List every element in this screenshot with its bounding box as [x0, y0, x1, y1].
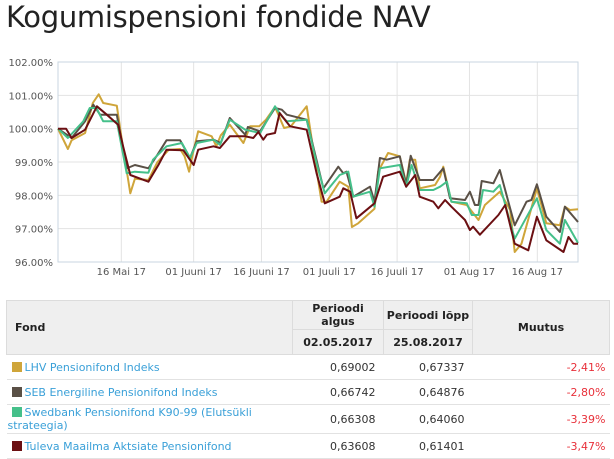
plot-border: [57, 61, 579, 263]
start-value: 0,63608: [292, 433, 384, 459]
col-start: Perioodi algus: [292, 300, 384, 330]
fund-cell: SEB Energiline Pensionifond Indeks: [6, 379, 293, 405]
y-tick-label: 99.00%: [15, 158, 53, 169]
y-tick-label: 100.00%: [9, 125, 54, 136]
legend-swatch: [11, 407, 22, 417]
table-row: Swedbank Pensionifond K90-99 (Elutsükli …: [6, 404, 610, 434]
col-end: Perioodi lõpp: [383, 300, 473, 330]
table-row: SEB Energiline Pensionifond Indeks 0,667…: [6, 379, 610, 405]
series-line: [57, 105, 579, 245]
table-row: LHV Pensionifond Indeks 0,69002 0,67337 …: [6, 354, 610, 380]
fund-cell: Swedbank Pensionifond K90-99 (Elutsükli …: [6, 404, 293, 434]
y-tick-label: 96.00%: [15, 258, 53, 269]
fund-link[interactable]: LHV Pensionifond Indeks: [24, 360, 160, 374]
x-tick-label: 01 Juuni 17: [165, 267, 222, 278]
end-date: 25.08.2017: [383, 329, 473, 355]
page-title: Kogumispensioni fondide NAV: [6, 0, 431, 34]
col-change: Muutus: [472, 300, 610, 355]
change-value: -2,41%: [472, 354, 610, 380]
fund-cell: LHV Pensionifond Indeks: [6, 354, 293, 380]
y-tick-label: 101.00%: [9, 91, 54, 102]
x-tick-label: 01 Aug 17: [444, 267, 495, 278]
table-row: Tuleva Maailma Aktsiate Pensionifond 0,6…: [6, 433, 610, 459]
y-tick-label: 97.00%: [15, 225, 53, 236]
end-value: 0,64060: [383, 404, 473, 434]
x-tick-label: 16 Juuli 17: [371, 267, 424, 278]
x-tick-label: 16 Aug 17: [512, 267, 563, 278]
fund-link[interactable]: Swedbank Pensionifond K90-99 (Elutsükli …: [7, 406, 252, 432]
fund-link[interactable]: SEB Energiline Pensionifond Indeks: [24, 385, 218, 399]
end-value: 0,64876: [383, 379, 473, 405]
start-value: 0,69002: [292, 354, 384, 380]
fund-table: Fond Perioodi algus Perioodi lõpp Muutus…: [6, 300, 610, 459]
change-value: -3,47%: [472, 433, 610, 459]
fund-link[interactable]: Tuleva Maailma Aktsiate Pensionifond: [24, 439, 232, 453]
legend-swatch: [11, 440, 22, 451]
x-tick-label: 16 Mai 17: [97, 267, 146, 278]
legend-swatch: [11, 361, 22, 372]
x-tick-label: 01 Juuli 17: [303, 267, 356, 278]
change-value: -2,80%: [472, 379, 610, 405]
change-value: -3,39%: [472, 404, 610, 434]
start-value: 0,66308: [292, 404, 384, 434]
start-value: 0,66742: [292, 379, 384, 405]
start-date: 02.05.2017: [292, 329, 384, 355]
end-value: 0,61401: [383, 433, 473, 459]
col-fund: Fond: [6, 300, 293, 355]
end-value: 0,67337: [383, 354, 473, 380]
y-tick-label: 98.00%: [15, 191, 53, 202]
legend-swatch: [11, 386, 22, 397]
x-tick-label: 16 Juuni 17: [233, 267, 290, 278]
series-line: [58, 105, 578, 253]
nav-line-chart: 96.00% 97.00% 98.00% 99.00% 100.00% 101.00% 10…: [9, 58, 579, 278]
y-tick-label: 102.00%: [9, 58, 54, 69]
fund-cell: Tuleva Maailma Aktsiate Pensionifond: [6, 433, 293, 459]
